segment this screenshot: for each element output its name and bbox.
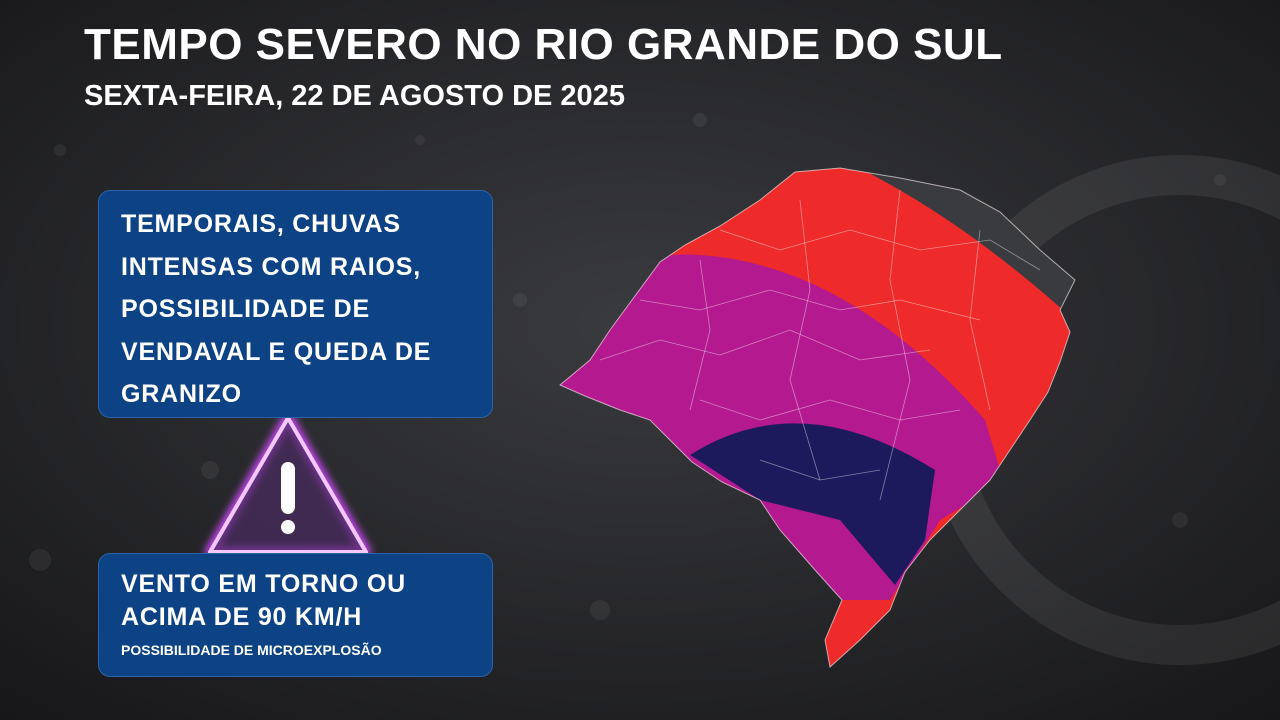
box-line: INTENSAS COM RAIOS, [121,252,421,281]
box-line: POSSIBILIDADE DE [121,295,370,323]
box-line: VENTO EM TORNO OU [121,570,406,598]
warning-icon [205,413,371,557]
title: TEMPO SEVERO NO RIO GRANDE DO SUL [84,20,1003,69]
info-box: VENTO EM TORNO OU ACIMA DE 90 KM/H POSSIBI… [98,553,493,677]
box-line: GRANIZO [121,380,242,408]
box-line: ACIMA DE 90 KM/H [121,603,363,631]
box-line: TEMPORAIS, CHUVAS [121,210,401,238]
box-note: POSSIBILIDADE DE MICROEXPLOSÃO [121,642,382,658]
subtitle: SEXTA-FEIRA, 22 DE AGOSTO DE 2025 [84,80,625,112]
box-line: VENDAVAL E QUEDA DE [121,337,432,366]
info-box: TEMPORAIS, CHUVAS INTENSAS COM RAIOS, POSS… [98,190,493,418]
